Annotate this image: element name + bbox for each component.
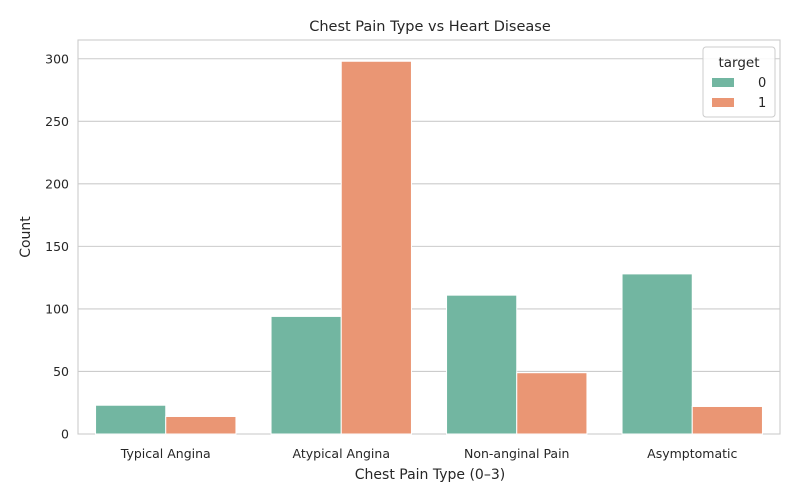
x-axis-label: Chest Pain Type (0–3) [355,467,505,483]
bar-series-1-0 [165,415,237,435]
y-tick-label: 50 [53,364,69,379]
bars [95,60,763,435]
bar-series-1-1 [340,60,412,435]
x-tick-labels: Typical Angina Atypical Angina Non-anginal… [120,446,738,461]
x-tick-label: Atypical Angina [293,446,390,461]
legend-title: target [718,55,759,71]
x-tick-label: Asymptomatic [647,446,737,461]
y-tick-labels: 0 50 100 150 200 250 300 [45,51,69,441]
bar-series-0-2 [446,294,518,435]
y-tick-label: 100 [45,301,69,316]
x-tick-label: Typical Angina [120,446,211,461]
bar-series-0-0 [95,404,167,435]
y-tick-label: 200 [45,176,69,191]
chart-title: Chest Pain Type vs Heart Disease [309,19,551,35]
y-tick-label: 150 [45,239,69,254]
y-tick-label: 250 [45,114,69,129]
legend-swatch-0 [712,78,734,87]
x-tick-label: Non-anginal Pain [464,446,569,461]
y-axis-label: Count [18,216,34,258]
legend-label-1: 1 [758,96,766,111]
bar-series-0-3 [621,273,693,435]
legend: target 0 1 [702,46,776,118]
y-tick-label: 0 [61,427,69,442]
y-tick-label: 300 [45,51,69,66]
legend-swatch-1 [712,98,734,107]
bar-series-1-2 [516,372,588,435]
bar-series-1-3 [691,405,763,435]
bar-series-0-1 [270,315,342,435]
legend-label-0: 0 [758,76,766,91]
